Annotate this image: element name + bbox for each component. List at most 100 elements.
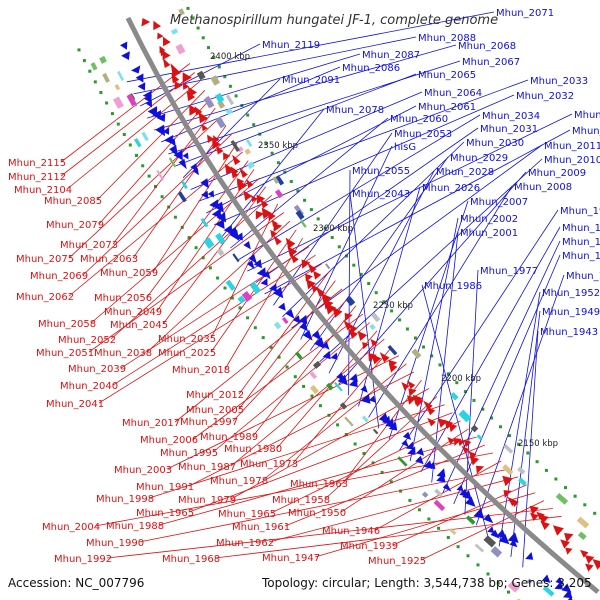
reverse-gene-arrow <box>207 134 215 143</box>
forward-leader-line <box>431 231 459 483</box>
gene-feature-block <box>345 296 356 307</box>
reverse-gene-arrow <box>540 520 550 530</box>
gene-feature-block <box>344 416 354 427</box>
gene-feature-block <box>225 94 234 106</box>
reverse-leader-line <box>262 363 407 481</box>
reverse-leader-line <box>112 254 316 386</box>
forward-leader-line <box>190 91 423 190</box>
forward-gene-label: Mhun_2029 <box>450 153 508 164</box>
track-tick <box>508 434 511 438</box>
topology-text: Topology: circular; Length: 3,544,738 bp… <box>261 576 592 590</box>
reverse-gene-arrow <box>232 154 241 166</box>
track-tick <box>296 189 300 193</box>
track-tick <box>160 195 164 199</box>
track-tick <box>212 55 216 59</box>
reverse-gene-label: Mhun_1995 <box>160 448 218 459</box>
reverse-gene-arrow <box>256 194 266 205</box>
forward-gene-label: Mhun_1986 <box>424 281 482 292</box>
gene-feature-block <box>458 409 472 423</box>
track-tick <box>99 91 103 94</box>
reverse-leader-line <box>324 396 438 500</box>
gene-feature-block <box>196 70 206 81</box>
reverse-leader-line <box>146 160 249 298</box>
forward-gene-arrow <box>462 490 472 500</box>
reverse-gene-arrow <box>357 330 368 341</box>
forward-gene-label: Mhun_1959 <box>566 271 600 282</box>
reverse-gene-arrow <box>449 424 458 433</box>
gene-feature-block <box>421 491 429 498</box>
track-tick <box>105 101 109 105</box>
gene-feature-block <box>210 75 221 86</box>
gene-feature-block <box>141 131 149 142</box>
reverse-gene-arrow <box>198 111 209 124</box>
reverse-gene-arrow <box>287 245 298 257</box>
kbp-label: 2350 kbp <box>258 141 298 151</box>
gene-feature-block <box>517 466 526 475</box>
forward-gene-arrow <box>368 395 376 403</box>
forward-leader-line <box>421 284 489 536</box>
forward-gene-arrow <box>268 283 277 292</box>
track-tick <box>374 291 378 295</box>
reverse-gene-arrow <box>290 253 299 264</box>
forward-leader-line <box>510 310 541 557</box>
reverse-gene-label: Mhun_2012 <box>186 390 244 401</box>
reverse-gene-label: Mhun_2018 <box>172 365 230 376</box>
reverse-gene-arrow <box>584 555 595 564</box>
gene-feature-block <box>465 515 476 525</box>
reverse-gene-arrow <box>162 50 171 60</box>
gene-feature-block <box>214 92 225 103</box>
reverse-leader-line <box>276 330 378 449</box>
forward-leader-line <box>388 200 469 440</box>
forward-leader-line <box>291 144 543 329</box>
reverse-gene-label: Mhun_2056 <box>94 293 152 304</box>
reverse-gene-arrow <box>401 382 410 391</box>
reverse-gene-label: Mhun_1946 <box>322 526 380 537</box>
forward-gene-arrow <box>311 330 322 341</box>
forward-gene-arrow <box>541 574 551 583</box>
reverse-gene-label: Mhun_2058 <box>38 319 96 330</box>
forward-gene-label: Mhun_2055 <box>352 166 410 177</box>
forward-gene-arrow <box>525 552 534 560</box>
kbp-label: 2150 kbp <box>518 439 558 449</box>
forward-leader-line <box>273 132 393 306</box>
gene-feature-block <box>237 295 246 304</box>
forward-leader-line <box>133 36 417 95</box>
reverse-gene-arrow <box>243 190 253 201</box>
track-tick <box>337 245 341 249</box>
track-tick <box>371 461 375 465</box>
reverse-gene-label: Mhun_2062 <box>16 292 74 303</box>
reverse-gene-arrow <box>348 328 358 339</box>
reverse-gene-label: Mhun_1965 <box>136 508 194 519</box>
forward-leader-line <box>338 171 527 385</box>
gene-feature-block <box>126 93 137 107</box>
reverse-gene-arrow <box>427 417 436 427</box>
reverse-leader-line <box>374 460 502 531</box>
reverse-leader-line <box>420 500 545 561</box>
forward-gene-arrow <box>135 73 144 83</box>
reverse-gene-arrow <box>423 400 433 411</box>
track-tick <box>455 381 459 385</box>
track-tick <box>399 489 403 493</box>
reverse-gene-label: Mhun_1979 <box>178 495 236 506</box>
reverse-gene-label: Mhun_1950 <box>288 508 346 519</box>
track-tick <box>476 563 480 567</box>
forward-leader-line <box>238 114 481 260</box>
gene-feature-block <box>178 8 185 16</box>
gene-feature-block <box>309 384 319 395</box>
gene-feature-block <box>370 312 381 323</box>
gene-feature-block <box>225 107 233 116</box>
forward-leader-line <box>221 108 325 237</box>
gene-feature-block <box>216 247 225 257</box>
reverse-gene-arrow <box>408 388 417 397</box>
forward-gene-label: Mhun_1981 <box>560 206 600 217</box>
forward-gene-arrow <box>243 241 251 250</box>
track-tick <box>413 336 417 340</box>
gene-feature-block <box>434 488 443 498</box>
forward-gene-arrow <box>292 315 301 324</box>
track-tick <box>216 276 220 280</box>
forward-gene-arrow <box>405 441 414 450</box>
reverse-gene-label: Mhun_2112 <box>8 172 66 183</box>
reverse-gene-arrow <box>426 406 436 416</box>
gene-feature-block <box>245 139 253 148</box>
track-tick <box>191 16 195 20</box>
